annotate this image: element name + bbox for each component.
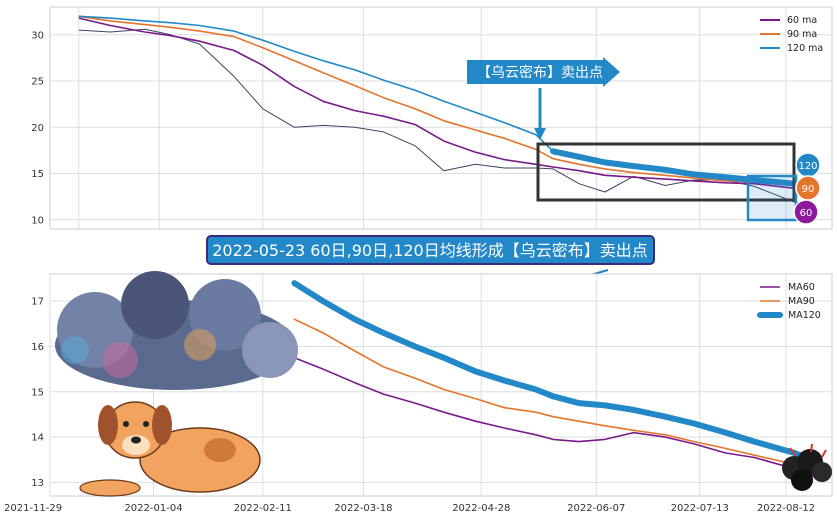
top-legend: 60 ma 90 ma 120 ma	[760, 15, 823, 54]
bottom-xtick-label: 2021-11-29	[4, 503, 62, 514]
ma-badges: 120 90 60	[793, 152, 821, 225]
dog-illustration	[79, 401, 261, 497]
sell-callout: 【乌云密布】卖出点	[467, 57, 620, 140]
top-ytick-label: 20	[31, 123, 44, 134]
bottom-xtick-label: 2022-04-28	[452, 503, 510, 514]
dog-muzzle	[122, 435, 150, 455]
bottom-legend: MA60 MA90 MA120	[757, 282, 821, 321]
bottom-xtick-label: 2022-07-13	[671, 503, 729, 514]
top-plot-area	[49, 6, 833, 230]
legend-label-60ma: 60 ma	[787, 15, 817, 26]
top-ytick-label: 25	[31, 77, 44, 88]
legend-label-120ma: 120 ma	[787, 43, 823, 54]
storm-cloud-illustration	[55, 271, 298, 390]
dog-eye-left	[123, 421, 129, 427]
badge-60-label: 60	[800, 208, 813, 219]
top-series-line-120ma-highlight	[550, 148, 821, 190]
dark-cloud-icon	[782, 443, 832, 491]
bottom-xtick-label: 2022-08-12	[757, 503, 815, 514]
bottom-series-line-ma120	[291, 280, 821, 465]
sell-callout-text: 【乌云密布】卖出点	[477, 64, 603, 81]
dog-eye-right	[143, 421, 149, 427]
legend-label-90ma: 90 ma	[787, 29, 817, 40]
signal-banner: 2022-05-23 60日,90日,120日均线形成【乌云密布】卖出点	[206, 235, 655, 286]
bottom-ytick-label: 17	[31, 297, 44, 308]
top-panel: 10 15 20 25 30 【乌云密布】卖出点 120 90 60 60 ma 90 …	[31, 6, 833, 230]
bottom-xtick-label: 2022-01-04	[124, 503, 182, 514]
top-series-line-60ma	[78, 17, 818, 194]
cloud-tint-orange	[184, 329, 216, 361]
legend-label-ma90: MA90	[788, 296, 815, 307]
dark-cloud-puff-3	[812, 462, 832, 482]
dog-nose	[131, 436, 141, 444]
top-ytick-label: 30	[31, 30, 44, 41]
dark-cloud-sparks	[789, 443, 827, 458]
top-y-axis: 10 15 20 25 30	[31, 30, 44, 226]
bottom-ytick-label: 13	[31, 478, 44, 489]
dog-spot	[204, 438, 236, 462]
badge-60	[793, 199, 819, 225]
dog-paws	[79, 479, 141, 497]
dark-cloud-puff-4	[791, 469, 813, 491]
bottom-series-line-ma90	[293, 318, 819, 475]
bottom-ytick-label: 14	[31, 433, 44, 444]
breakdown-zone-box	[746, 174, 798, 222]
cloud-tint-blue	[61, 336, 89, 364]
cloud-puff-far-right	[242, 322, 298, 378]
bottom-ytick-label: 16	[31, 342, 44, 353]
badge-120-label: 120	[798, 161, 817, 172]
sell-callout-arrow	[467, 57, 620, 87]
bottom-panel: 13 14 15 16 17 2021-11-29 2022-01-04 2022-02-1…	[4, 271, 833, 514]
bottom-xtick-label: 2022-03-18	[334, 503, 392, 514]
dog-ear-left	[98, 405, 118, 445]
dog-ear-right	[152, 405, 172, 445]
top-series	[78, 15, 821, 211]
signal-banner-text: 2022-05-23 60日,90日,120日均线形成【乌云密布】卖出点	[212, 241, 648, 260]
bottom-xtick-label: 2022-06-07	[567, 503, 625, 514]
badge-90-label: 90	[802, 184, 815, 195]
bottom-ytick-label: 15	[31, 387, 44, 398]
bottom-y-axis: 13 14 15 16 17	[31, 297, 44, 489]
top-grid	[50, 7, 832, 229]
legend-label-ma120: MA120	[788, 310, 821, 321]
cloud-tint-pink	[102, 342, 138, 378]
sell-callout-arrowhead	[534, 128, 546, 140]
top-series-line-90ma	[78, 15, 818, 191]
signal-banner-box	[206, 235, 655, 265]
bottom-series-line-ma60	[293, 357, 819, 479]
bottom-xtick-label: 2022-02-11	[234, 503, 292, 514]
cloud-zone-box	[536, 142, 796, 202]
top-ytick-label: 15	[31, 169, 44, 180]
bottom-x-axis: 2021-11-29 2022-01-04 2022-02-11 2022-03-18…	[4, 503, 815, 514]
bottom-series	[291, 280, 821, 479]
legend-label-ma60: MA60	[788, 282, 815, 293]
cloud-puff-top	[121, 271, 189, 339]
top-ytick-label: 10	[31, 215, 44, 226]
